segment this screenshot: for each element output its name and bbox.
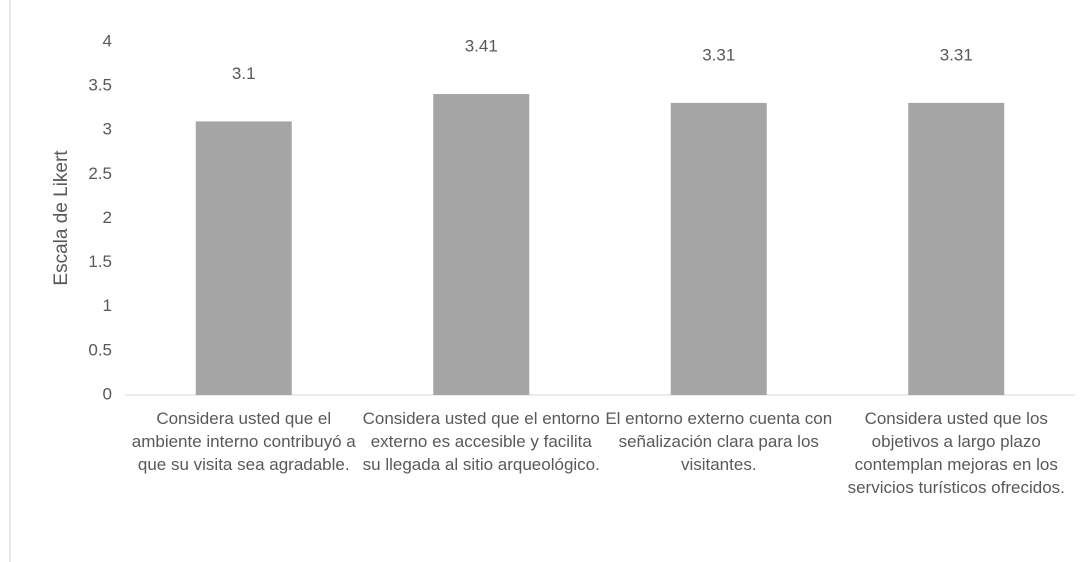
y-tick-label: 2 [103, 208, 112, 227]
x-tick-label: El entorno externo cuenta con señalizaci… [605, 409, 833, 474]
bar [670, 102, 767, 395]
y-tick-label: 0.5 [88, 340, 112, 359]
bar [433, 94, 530, 395]
x-tick-label: Considera usted que el entorno externo e… [362, 409, 600, 474]
data-label: 3.1 [232, 64, 256, 83]
y-tick-label: 2.5 [88, 164, 112, 183]
data-label: 3.31 [940, 45, 973, 64]
x-tick-label: Considera usted que el ambiente interno … [131, 409, 356, 474]
y-tick-label: 1 [103, 296, 112, 315]
data-label: 3.41 [465, 37, 498, 56]
y-tick-label: 1.5 [88, 252, 112, 271]
bar [908, 102, 1005, 395]
y-tick-label: 0 [103, 384, 112, 403]
data-label: 3.31 [702, 45, 735, 64]
y-axis-title: Escala de Likert [51, 150, 72, 286]
bar [195, 121, 292, 396]
x-tick-label: Considera usted que los objetivos a larg… [847, 409, 1065, 497]
y-tick-label: 3 [103, 120, 112, 139]
y-tick-label: 3.5 [88, 76, 112, 95]
y-tick-label: 4 [103, 31, 112, 50]
